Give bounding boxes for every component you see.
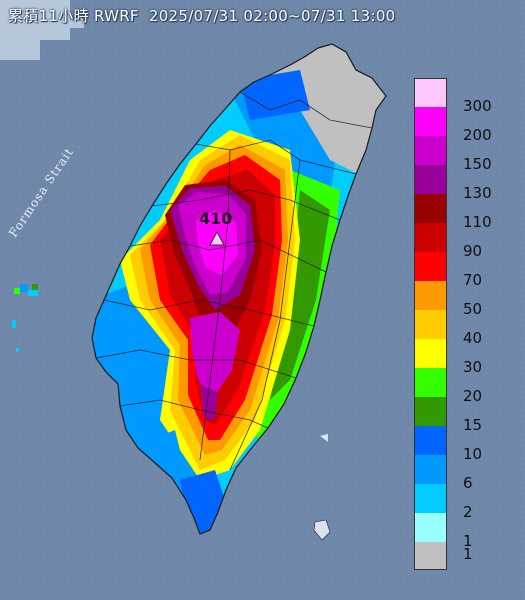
legend-swatch bbox=[414, 484, 447, 513]
county-borders bbox=[95, 91, 373, 471]
legend-label: 300 bbox=[463, 97, 492, 115]
legend-swatch bbox=[414, 542, 447, 570]
legend-swatch bbox=[414, 397, 447, 426]
legend-swatch bbox=[414, 107, 447, 136]
legend-label: 15 bbox=[463, 416, 483, 434]
time-period: 2025/07/31 02:00~07/31 13:00 bbox=[148, 7, 396, 25]
triangle-marker-icon bbox=[209, 230, 225, 246]
legend-label: 150 bbox=[463, 155, 492, 173]
legend-swatch bbox=[414, 252, 447, 281]
legend-label: 110 bbox=[463, 213, 492, 231]
cloud-texture bbox=[0, 0, 84, 60]
legend-label: 2 bbox=[463, 503, 473, 521]
legend-swatch bbox=[414, 310, 447, 339]
legend-swatch bbox=[414, 223, 447, 252]
legend-label: 6 bbox=[463, 474, 473, 492]
legend-label: 200 bbox=[463, 126, 492, 144]
legend-label: 20 bbox=[463, 387, 483, 405]
legend-label: 30 bbox=[463, 358, 483, 376]
legend-swatch bbox=[414, 136, 447, 165]
legend-label: 1 bbox=[463, 545, 473, 563]
legend-label: 70 bbox=[463, 271, 483, 289]
legend-label: 10 bbox=[463, 445, 483, 463]
legend-label: 40 bbox=[463, 329, 483, 347]
legend-swatch bbox=[414, 426, 447, 455]
legend-swatch bbox=[414, 78, 447, 107]
legend-label: 1 bbox=[463, 532, 473, 550]
legend-swatch bbox=[414, 513, 447, 542]
legend-label: 90 bbox=[463, 242, 483, 260]
map-title: 累積11小時 RWRF 2025/07/31 02:00~07/31 13:00 bbox=[8, 5, 396, 26]
legend-swatch bbox=[414, 165, 447, 194]
peak-value: 410 bbox=[199, 209, 233, 228]
penghu-islands bbox=[12, 284, 38, 352]
legend-label: 130 bbox=[463, 184, 492, 202]
legend-swatch bbox=[414, 194, 447, 223]
legend-swatch bbox=[414, 339, 447, 368]
legend-swatch bbox=[414, 455, 447, 484]
legend-swatch bbox=[414, 368, 447, 397]
legend-label: 50 bbox=[463, 300, 483, 318]
legend-swatch bbox=[414, 281, 447, 310]
small-islands-east bbox=[313, 434, 331, 541]
product-name: 累積11小時 RWRF bbox=[8, 7, 139, 25]
